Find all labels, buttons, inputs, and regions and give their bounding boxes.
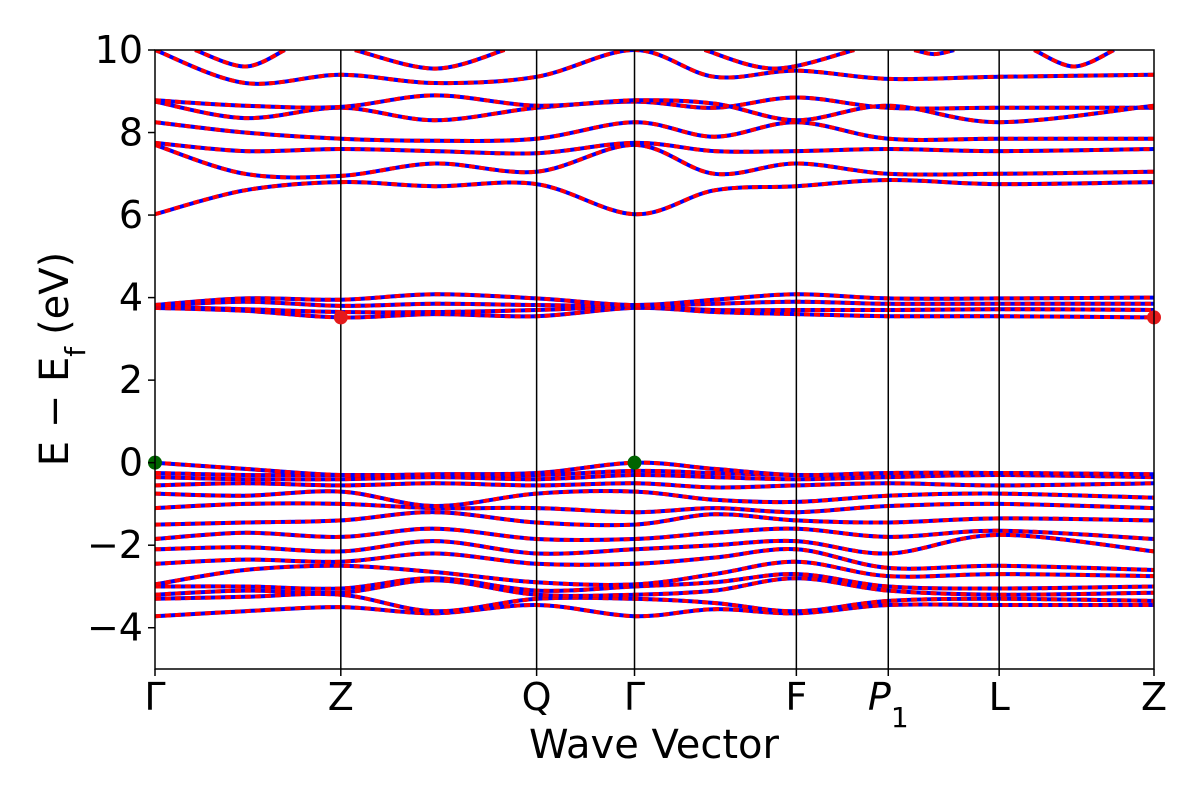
y-tick-label-5: 6 (119, 193, 143, 237)
y-axis-label-subscript: f (59, 346, 92, 357)
y-tick-label-2: 0 (119, 441, 143, 485)
band-0-solid (155, 602, 1154, 619)
band-20-solid (155, 142, 1154, 180)
x-tick-label-3: Γ (624, 675, 645, 719)
x-tick-label-5: P1 (868, 675, 909, 734)
band-29-solid (913, 50, 955, 57)
band-30-solid (1033, 50, 1115, 69)
y-axis-label-unit: (eV) (32, 252, 78, 335)
band-27-solid (354, 50, 506, 71)
band-21-solid (155, 140, 1154, 156)
band-11-solid (155, 481, 1154, 490)
extremum-marker-1 (627, 455, 642, 470)
y-axis-label: E − Ef (eV) (32, 252, 92, 467)
band-26-solid (194, 50, 286, 69)
x-tick-label-6: L (989, 675, 1010, 719)
x-tick-label-4: F (785, 675, 807, 719)
band-11-dotted (155, 481, 1154, 490)
y-tick-label-4: 4 (119, 276, 143, 320)
y-tick-label-1: −2 (87, 523, 143, 567)
x-tick-label-0: Γ (144, 675, 165, 719)
y-ticks: −4 −2 0 2 4 6 8 10 (87, 28, 155, 650)
bands-layer (155, 50, 1154, 619)
x-tick-label-7: Z (1141, 675, 1167, 719)
band-28-solid (703, 50, 855, 71)
y-tick-label-6: 8 (119, 111, 143, 155)
extrema-markers (148, 310, 1161, 470)
x-axis-label: Wave Vector (529, 722, 780, 768)
x-tick-label-1: Z (328, 675, 354, 719)
band-9-solid (155, 501, 1154, 515)
band-8-solid (155, 510, 1154, 528)
band-19-solid (155, 177, 1154, 217)
y-axis-label-main: E − E (32, 357, 78, 467)
y-tick-label-0: −4 (87, 606, 143, 650)
plot-frame (154, 49, 1155, 670)
kpath-lines (340, 50, 1000, 669)
y-tick-label-3: 2 (119, 358, 143, 402)
y-tick-label-7: 10 (95, 28, 143, 72)
band-17-solid (155, 299, 1154, 308)
x-ticks: Γ Z Q Γ F P1 L Z (144, 669, 1167, 734)
x-tick-label-2: Q (522, 675, 552, 719)
extremum-marker-2 (333, 310, 348, 325)
band-16-solid (155, 304, 1154, 315)
